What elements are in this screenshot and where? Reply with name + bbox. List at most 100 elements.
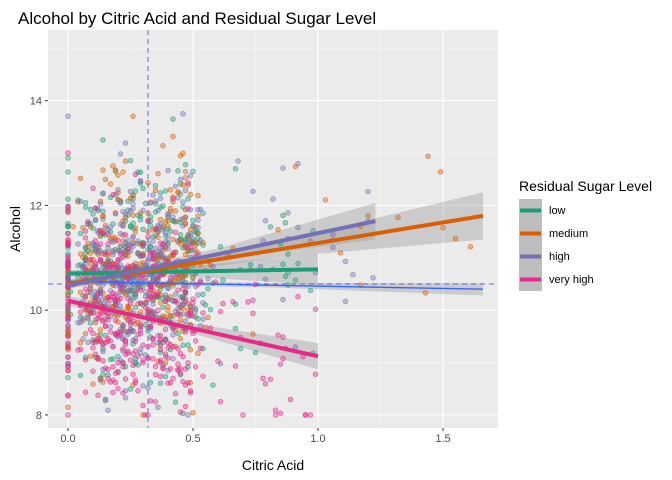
- data-point: [130, 362, 136, 369]
- data-point: [157, 190, 164, 196]
- data-point: [127, 188, 134, 195]
- data-point: [125, 295, 131, 302]
- data-point: [215, 358, 221, 364]
- data-point: [140, 185, 146, 192]
- data-point: [100, 208, 106, 214]
- data-point: [165, 167, 171, 174]
- data-point: [100, 191, 106, 197]
- data-point: [107, 181, 114, 187]
- data-point: [125, 348, 131, 355]
- data-point: [132, 225, 139, 231]
- data-point: [120, 390, 126, 396]
- data-point: [150, 291, 156, 298]
- data-point: [285, 251, 291, 257]
- data-point: [180, 111, 186, 117]
- data-point: [135, 388, 141, 394]
- data-point: [152, 187, 159, 194]
- data-point: [90, 211, 96, 217]
- data-point: [157, 332, 164, 339]
- data-point: [187, 390, 194, 396]
- data-point: [200, 300, 206, 306]
- data-point: [77, 309, 84, 315]
- data-point: [275, 332, 281, 338]
- data-point: [77, 339, 84, 346]
- data-point: [65, 333, 71, 340]
- data-point: [65, 368, 71, 374]
- data-point: [82, 389, 89, 395]
- data-point: [195, 230, 201, 237]
- data-point: [177, 409, 184, 415]
- data-point: [140, 383, 146, 389]
- data-point: [65, 242, 71, 248]
- data-point: [157, 346, 164, 353]
- data-point: [175, 366, 181, 372]
- data-point: [137, 169, 144, 176]
- data-point: [142, 305, 149, 311]
- data-point: [137, 300, 144, 306]
- data-point: [107, 379, 114, 385]
- data-point: [115, 172, 121, 178]
- data-point: [187, 347, 194, 353]
- data-point: [180, 274, 186, 280]
- data-point: [115, 297, 121, 303]
- data-point: [140, 342, 146, 348]
- data-point: [190, 217, 196, 224]
- data-point: [157, 337, 164, 343]
- data-point: [65, 315, 71, 322]
- data-point: [92, 338, 99, 344]
- plot-panel: [48, 30, 498, 428]
- y-axis-label: Alcohol: [7, 206, 23, 252]
- data-point: [182, 403, 189, 410]
- data-point: [112, 317, 119, 323]
- data-point: [262, 218, 269, 224]
- data-point: [452, 236, 459, 242]
- data-point: [250, 331, 256, 337]
- data-point: [152, 198, 159, 204]
- data-point: [102, 263, 109, 269]
- data-point: [157, 240, 164, 246]
- data-point: [182, 162, 189, 168]
- data-point: [65, 155, 71, 161]
- data-point: [110, 192, 116, 198]
- data-point: [190, 168, 196, 174]
- data-point: [425, 153, 431, 159]
- data-point: [120, 359, 126, 366]
- data-point: [260, 237, 266, 244]
- data-point: [365, 213, 371, 219]
- data-point: [182, 329, 189, 335]
- data-point: [92, 260, 99, 266]
- data-point: [280, 296, 286, 303]
- data-point: [77, 346, 84, 352]
- data-point: [177, 335, 184, 342]
- data-point: [155, 170, 161, 177]
- data-point: [115, 237, 121, 244]
- data-point: [65, 340, 71, 346]
- data-point: [100, 216, 106, 222]
- data-point: [200, 242, 206, 248]
- data-point: [87, 206, 94, 213]
- data-point: [102, 397, 109, 404]
- data-point: [65, 209, 71, 215]
- data-point: [180, 353, 186, 360]
- legend-item-very-high: very high: [519, 268, 594, 291]
- data-point: [262, 381, 269, 387]
- data-point: [210, 263, 216, 270]
- data-point: [97, 201, 104, 207]
- data-point: [65, 309, 71, 315]
- data-point: [440, 224, 446, 231]
- data-point: [127, 157, 134, 164]
- data-point: [122, 339, 129, 345]
- data-point: [165, 239, 171, 246]
- data-point: [195, 192, 201, 199]
- data-point: [220, 277, 226, 283]
- data-point: [150, 238, 156, 244]
- data-point: [295, 160, 301, 167]
- data-point: [82, 228, 89, 234]
- data-point: [247, 261, 254, 268]
- data-point: [162, 229, 169, 235]
- data-point: [467, 244, 474, 250]
- data-point: [422, 290, 429, 296]
- data-point: [135, 251, 141, 257]
- data-point: [195, 217, 201, 223]
- data-point: [157, 249, 164, 256]
